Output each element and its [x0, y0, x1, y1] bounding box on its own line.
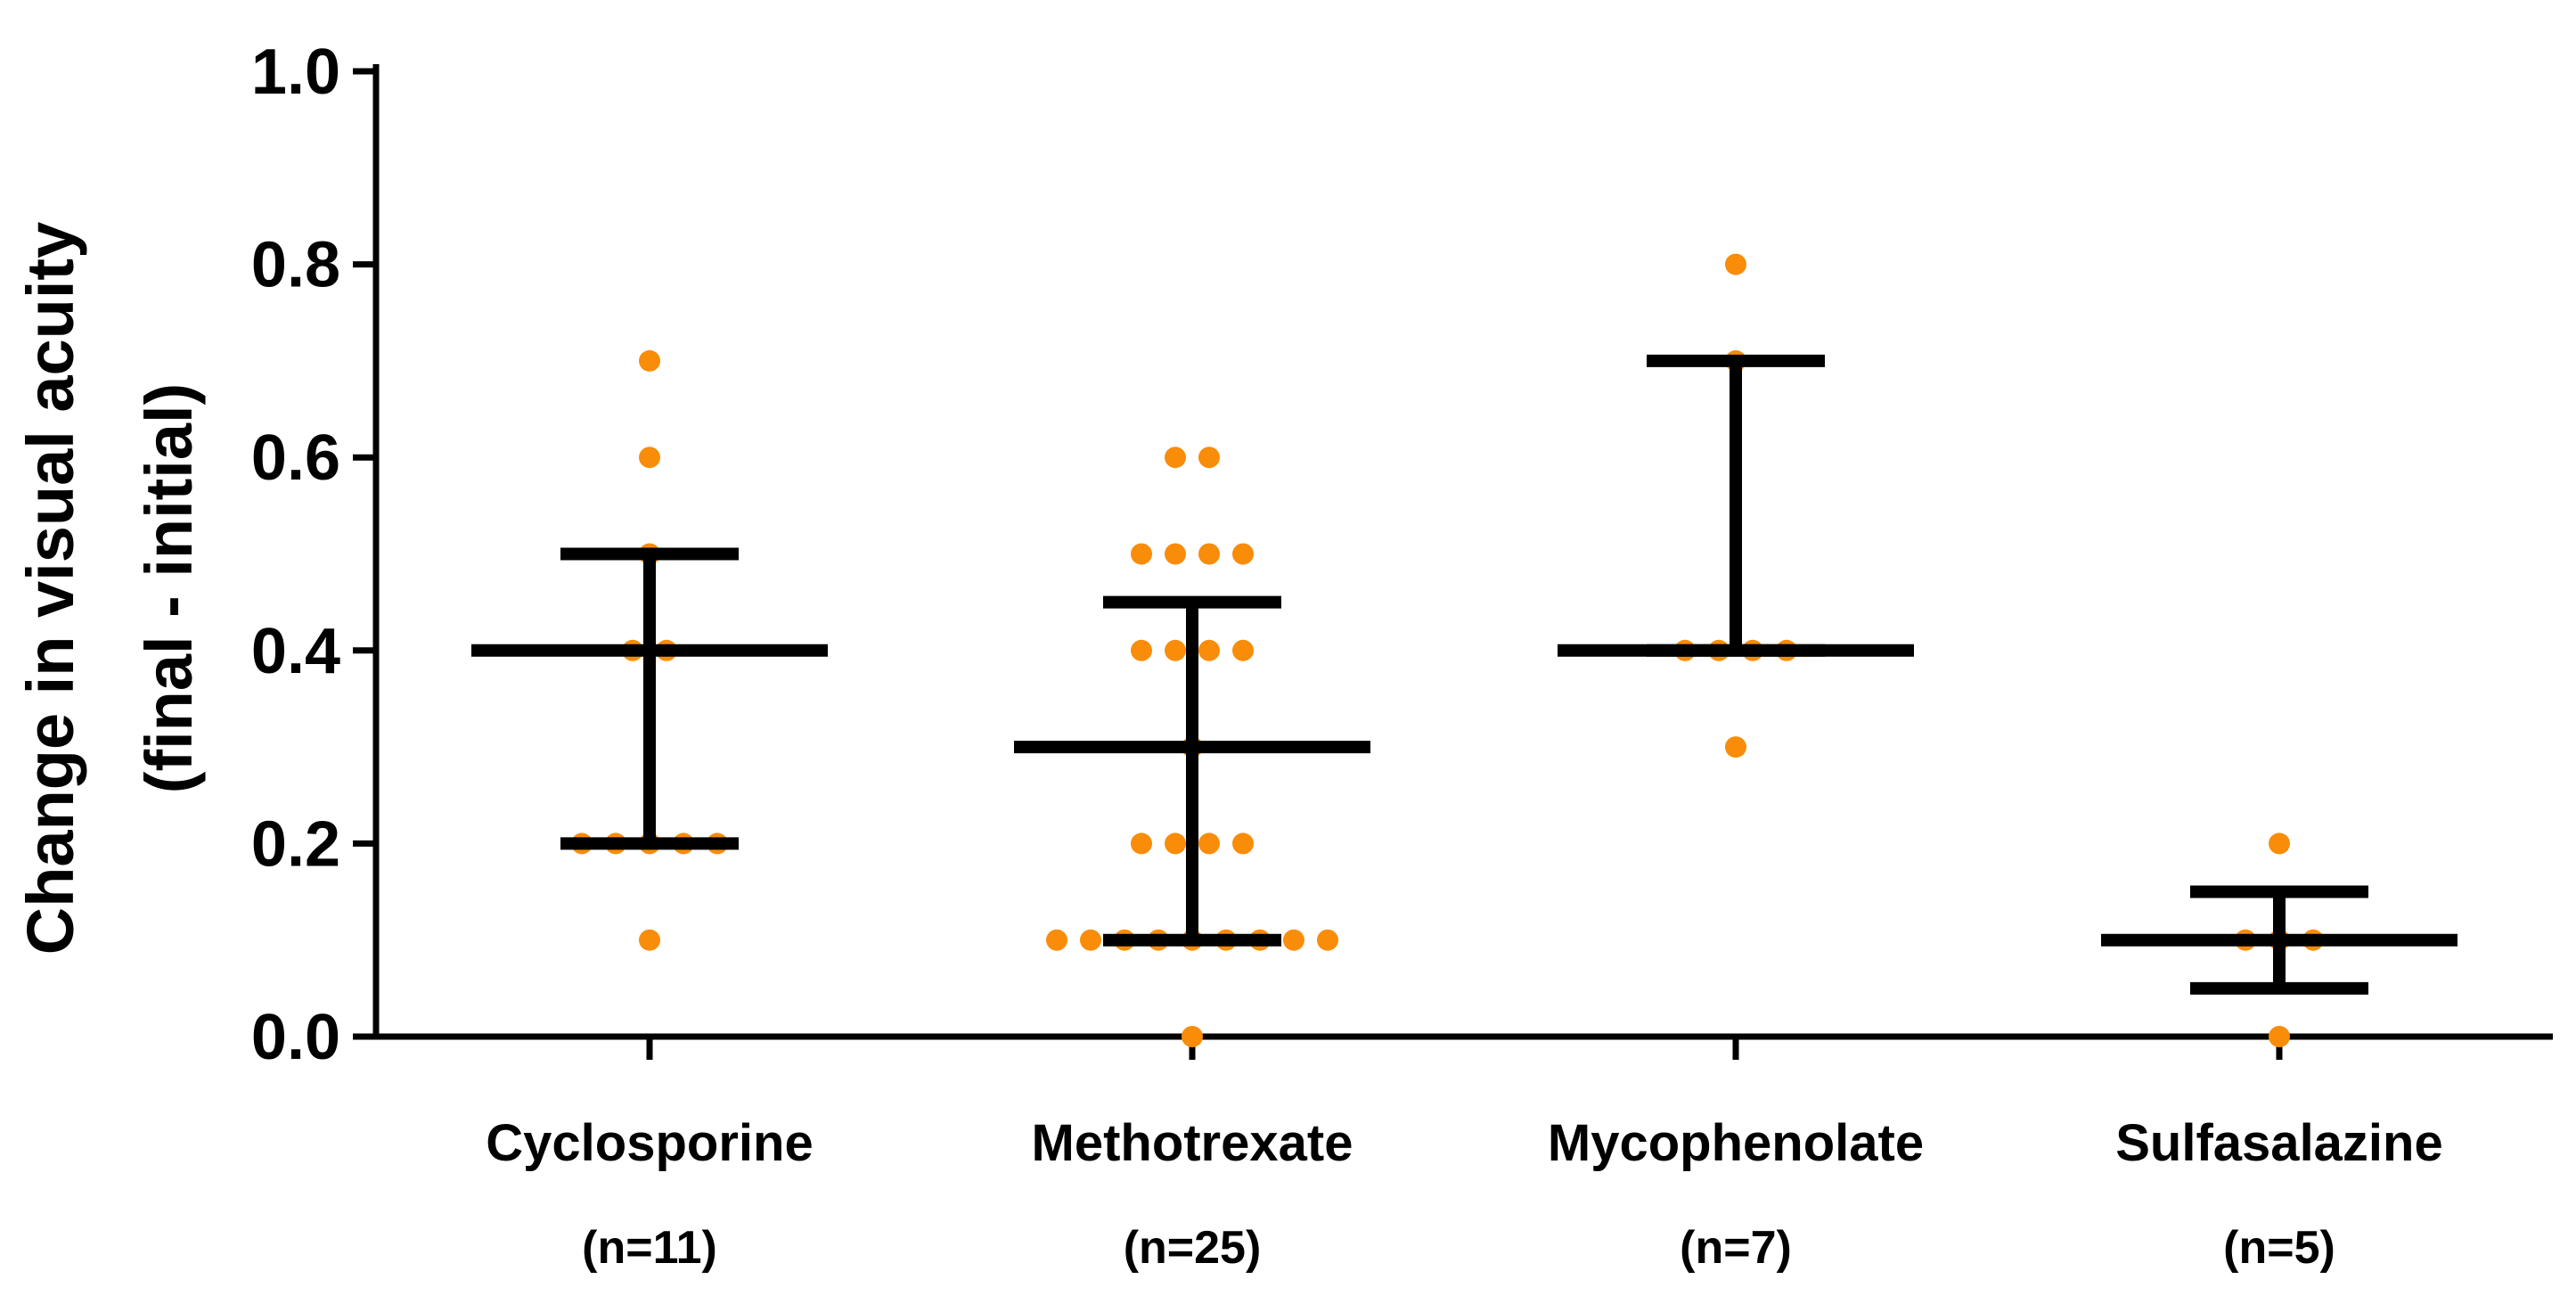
data-point — [1165, 639, 1186, 661]
y-ticks: 0.0 0.2 0.4 0.6 0.8 1.0 — [251, 37, 376, 1073]
y-tick-label: 0.0 — [251, 1002, 340, 1073]
data-points — [571, 253, 2324, 1047]
category-label-sulfasalazine: Sulfasalazine — [2115, 1114, 2442, 1172]
data-point — [1182, 1026, 1203, 1047]
sample-size-label: (n=11) — [582, 1222, 717, 1274]
data-point — [639, 349, 660, 372]
data-point — [1165, 543, 1186, 565]
data-point — [2269, 1026, 2290, 1047]
data-point — [1198, 543, 1220, 565]
axes — [372, 64, 2553, 1040]
data-point — [1165, 447, 1186, 469]
x-ticks: Cyclosporine (n=11) Methotrexate (n=25) Myco… — [486, 1037, 2443, 1274]
y-tick-label: 1.0 — [251, 37, 340, 108]
data-point — [1198, 447, 1220, 469]
data-point — [2269, 832, 2290, 855]
data-point — [1232, 639, 1254, 661]
data-point — [1080, 929, 1101, 951]
y-tick-label: 0.6 — [251, 422, 340, 494]
y-axis-title: Change in visual acuity (final - initial… — [13, 222, 206, 955]
data-point — [1198, 639, 1220, 661]
data-point — [1131, 543, 1152, 565]
data-point — [1046, 929, 1067, 951]
y-tick-label: 0.8 — [251, 230, 340, 301]
data-point — [1131, 639, 1152, 661]
data-point — [1232, 832, 1254, 855]
y-axis-title-line2: (final - initial) — [132, 383, 206, 793]
data-point — [639, 447, 660, 469]
category-label-mycophenolate: Mycophenolate — [1548, 1114, 1924, 1172]
data-point — [1725, 736, 1746, 759]
data-point — [1131, 832, 1152, 855]
data-point — [1198, 832, 1220, 855]
data-point — [1283, 929, 1304, 951]
y-tick-label: 0.2 — [251, 808, 340, 880]
data-point — [1317, 929, 1338, 951]
data-point — [1725, 253, 1746, 275]
category-label-cyclosporine: Cyclosporine — [486, 1114, 813, 1172]
category-label-methotrexate: Methotrexate — [1032, 1114, 1353, 1172]
y-axis-title-line1: Change in visual acuity — [13, 222, 87, 955]
y-tick-label: 0.4 — [251, 616, 340, 687]
sample-size-label: (n=7) — [1680, 1222, 1792, 1274]
median-iqr-bars — [471, 354, 2457, 995]
data-point — [639, 929, 660, 951]
sample-size-label: (n=5) — [2223, 1222, 2335, 1274]
data-point — [1232, 543, 1254, 565]
sample-size-label: (n=25) — [1124, 1222, 1262, 1274]
data-point — [1165, 832, 1186, 855]
